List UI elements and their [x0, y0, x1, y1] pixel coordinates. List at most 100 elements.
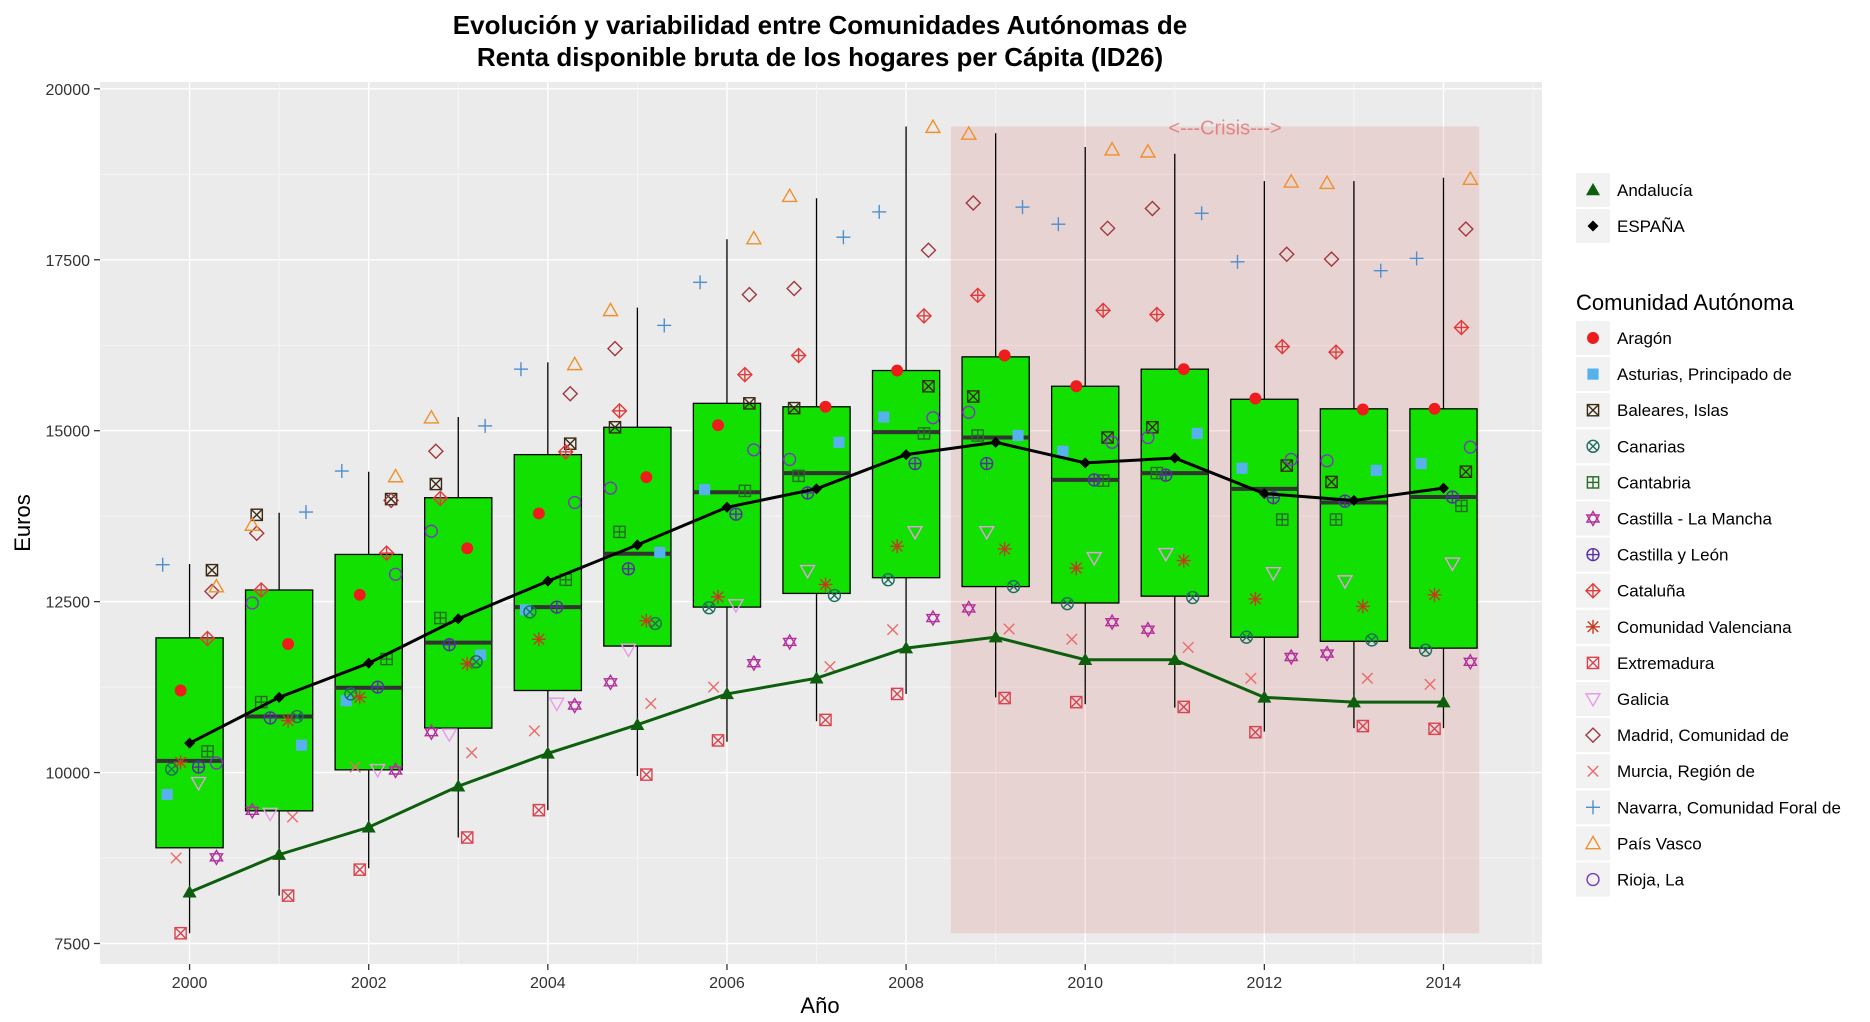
region-point	[1057, 445, 1069, 457]
region-point	[290, 709, 304, 724]
region-point	[920, 242, 937, 259]
box-iqr	[1230, 398, 1299, 638]
boxplot-2014	[1409, 177, 1478, 729]
region-points-navarra-comunidad-foral-de	[155, 200, 1424, 572]
x-tick-label: 2010	[1067, 975, 1103, 992]
region-point	[782, 633, 797, 651]
series-point	[1436, 695, 1451, 708]
region-point-shape	[1428, 402, 1441, 415]
boxplot-2009	[961, 133, 1030, 698]
region-point-stroke	[292, 711, 302, 722]
region-point-shape	[475, 649, 487, 661]
region-point	[1356, 719, 1370, 733]
region-point	[608, 420, 622, 434]
legend-label: Castilla - La Mancha	[1617, 510, 1773, 529]
region-point-shape2	[567, 701, 583, 714]
region-point-shape	[783, 452, 797, 467]
region-point-shape	[1278, 246, 1295, 263]
region-point	[1159, 468, 1173, 482]
region-point-shape	[429, 477, 443, 491]
region-point	[1051, 217, 1066, 232]
region-point-shape	[340, 695, 352, 707]
region-point	[827, 588, 842, 603]
y-tick-label: 12500	[46, 595, 91, 612]
series-point-shape	[631, 539, 643, 551]
legend-label: Canarias	[1617, 437, 1685, 456]
region-point-shape	[891, 364, 904, 377]
region-point-stroke	[788, 402, 801, 415]
boxplot-2011	[1140, 153, 1210, 708]
series-point-shape	[1437, 482, 1449, 494]
region-point	[550, 600, 564, 614]
region-point	[295, 739, 308, 751]
region-point-shape	[532, 507, 545, 520]
region-point-shape	[781, 187, 798, 203]
region-point	[548, 697, 565, 712]
series-lines	[182, 436, 1451, 898]
region-point	[1318, 174, 1336, 190]
series-point	[182, 885, 197, 898]
region-point	[1275, 513, 1289, 526]
region-point-shape	[387, 468, 404, 483]
series-point	[1346, 695, 1361, 708]
region-point	[1427, 587, 1442, 602]
legend-marker	[1586, 403, 1600, 417]
region-point	[1236, 462, 1248, 474]
boxplot-2010	[1050, 146, 1120, 705]
region-point	[1148, 306, 1165, 323]
region-point-shape	[603, 673, 618, 687]
legend-marker	[1587, 765, 1599, 777]
region-point	[824, 660, 836, 673]
legend-marker-shape	[1586, 439, 1600, 453]
legend-marker-stroke	[1588, 441, 1598, 451]
region-point	[1248, 591, 1263, 606]
region-point	[1355, 599, 1370, 614]
region-point-stroke	[1428, 722, 1441, 735]
region-point	[263, 711, 277, 725]
legend-marker-shape	[1586, 656, 1600, 670]
region-point-stroke	[1325, 475, 1338, 489]
region-point-shape	[250, 508, 264, 522]
region-point-shape	[654, 546, 666, 558]
region-point-shape	[925, 609, 941, 623]
series-andaluc-a	[182, 630, 1451, 898]
legend-item: Baleares, Islas	[1576, 393, 1729, 428]
region-point-shape	[460, 831, 474, 844]
region-point-shape2	[244, 806, 260, 820]
region-point	[387, 468, 404, 483]
series-point-shape	[1346, 695, 1361, 708]
region-point-shape	[1144, 200, 1161, 217]
region-point	[434, 611, 447, 625]
region-point-stroke	[967, 390, 980, 403]
legend-marker-shape	[1585, 510, 1601, 523]
region-point	[155, 557, 170, 572]
region-point-shape2	[1319, 649, 1335, 662]
region-point-shape	[890, 687, 904, 701]
region-point	[1462, 170, 1479, 186]
region-point-stroke	[166, 764, 177, 774]
region-point-shape	[383, 492, 400, 509]
series-point-shape	[542, 575, 554, 587]
region-point	[792, 469, 805, 483]
region-point	[1283, 173, 1300, 188]
region-point	[657, 318, 672, 333]
region-point	[712, 419, 724, 432]
legend-item: Asturias, Principado de	[1576, 357, 1792, 392]
region-point-shape	[1336, 575, 1354, 590]
region-point	[998, 691, 1011, 705]
legend-label: Navarra, Comunidad Foral de	[1617, 798, 1841, 817]
region-point	[922, 379, 935, 393]
legend-key	[1576, 682, 1610, 716]
region-point	[531, 632, 546, 647]
region-point-shape	[423, 409, 440, 424]
region-point-shape	[1191, 427, 1203, 440]
x-tick-label: 2012	[1247, 975, 1283, 992]
region-point	[1105, 435, 1119, 449]
region-point	[1069, 695, 1083, 709]
region-point	[1177, 700, 1191, 714]
region-point	[1191, 427, 1203, 440]
region-point-stroke	[465, 746, 478, 759]
legend-series: Andalucía ESPAÑA	[1576, 173, 1693, 243]
legend-marker-shape	[1587, 332, 1599, 344]
region-point-shape	[532, 803, 546, 817]
